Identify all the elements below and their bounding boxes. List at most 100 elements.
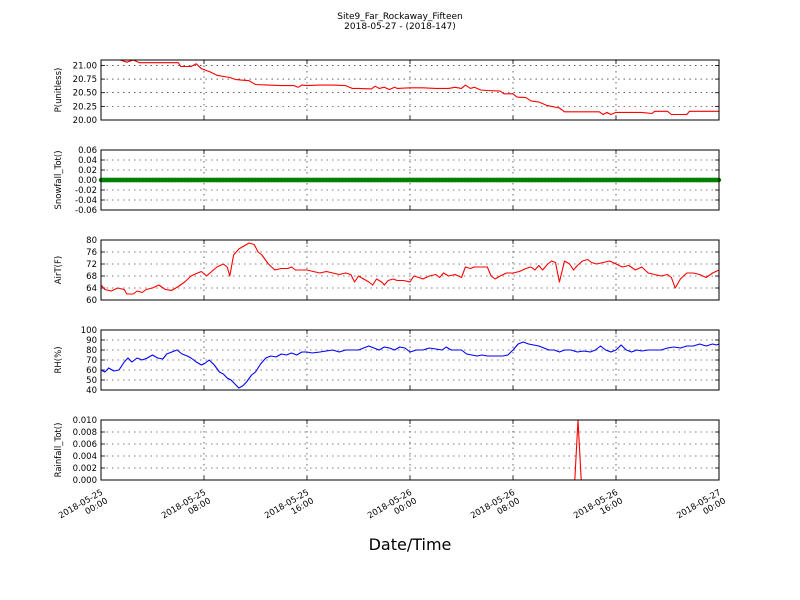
data-point: [185, 177, 191, 183]
data-point: [394, 177, 400, 183]
data-point: [195, 177, 200, 183]
data-point: [645, 177, 651, 183]
data-point: [423, 177, 429, 183]
data-point: [578, 177, 583, 183]
data-point: [681, 177, 686, 183]
data-point: [581, 177, 587, 183]
x-tick-label: 2018-05-2700:00: [675, 488, 728, 530]
data-point: [456, 177, 461, 183]
data-point: [639, 177, 644, 183]
y-tick-label: 80: [86, 346, 97, 356]
data-point: [565, 177, 570, 183]
y-tick-label: -0.02: [75, 186, 97, 196]
data-point: [353, 177, 358, 183]
data-point: [317, 177, 323, 183]
y-tick-label: 100: [81, 326, 97, 336]
data-point: [227, 177, 232, 183]
data-point: [594, 177, 599, 183]
data-point: [121, 177, 126, 183]
data-point: [385, 177, 390, 183]
data-point: [237, 177, 242, 183]
data-point: [617, 177, 622, 183]
data-point: [436, 177, 442, 183]
data-point: [262, 177, 268, 183]
data-point: [105, 177, 110, 183]
data-point: [214, 177, 220, 183]
y-tick-label: 60: [86, 366, 97, 376]
y-tick-label: 60: [86, 296, 97, 306]
data-point: [118, 177, 123, 183]
y-tick-label: 20.00: [73, 116, 97, 126]
data-point: [668, 177, 673, 183]
data-point: [488, 177, 493, 183]
y-axis-label: P(unitless): [54, 68, 64, 113]
series-line: [100, 341, 720, 389]
data-point: [124, 177, 129, 183]
data-point: [411, 177, 416, 183]
y-tick-label: 0.06: [78, 146, 97, 156]
x-tick-label: 2018-05-2600:00: [366, 488, 419, 530]
data-point: [446, 177, 451, 183]
data-point: [259, 177, 265, 183]
data-point: [327, 177, 332, 183]
data-point: [475, 177, 480, 183]
data-point: [288, 177, 294, 183]
data-point: [320, 177, 326, 183]
series-line: [100, 242, 720, 295]
data-point: [163, 177, 168, 183]
data-point: [221, 177, 226, 183]
y-tick-label: 0.000: [73, 476, 97, 486]
data-point: [388, 177, 393, 183]
data-point: [372, 177, 377, 183]
data-point: [217, 177, 223, 183]
x-tick-label: 2018-05-2616:00: [572, 488, 625, 530]
data-point: [147, 177, 152, 183]
data-point: [127, 177, 133, 183]
data-point: [462, 177, 467, 183]
y-tick-label: 40: [86, 386, 97, 396]
y-tick-label: 0.04: [78, 156, 97, 166]
data-point: [108, 177, 113, 183]
data-point: [523, 177, 529, 183]
data-point: [301, 177, 306, 183]
data-point: [233, 177, 239, 183]
data-point: [407, 177, 413, 183]
series-line: [101, 59, 719, 116]
data-point: [269, 177, 274, 183]
data-point: [591, 177, 596, 183]
data-point: [613, 177, 619, 183]
chart-title: Site9_Far_Rockaway_Fifteen: [337, 12, 463, 22]
axes-frame: [100, 419, 720, 481]
data-point: [102, 177, 107, 183]
subplot-2: -0.06-0.04-0.020.000.020.040.06 Snowfall_…: [54, 146, 722, 216]
data-point: [597, 177, 603, 183]
data-point: [279, 177, 284, 183]
data-point: [192, 177, 197, 183]
y-tick-label: 0.00: [78, 176, 97, 186]
data-point: [691, 177, 696, 183]
data-point: [620, 177, 625, 183]
data-point: [391, 177, 397, 183]
data-point: [378, 177, 384, 183]
data-point: [604, 177, 609, 183]
data-point: [137, 177, 142, 183]
data-point: [169, 177, 175, 183]
data-point: [150, 177, 155, 183]
data-point: [491, 177, 496, 183]
data-point: [571, 177, 577, 183]
data-point: [481, 177, 487, 183]
data-point: [674, 177, 680, 183]
data-point: [382, 177, 387, 183]
x-tick-label: 2018-05-2500:00: [57, 488, 110, 530]
data-point: [420, 177, 426, 183]
y-tick-label: 50: [86, 376, 97, 386]
y-tick-label: 20.25: [73, 102, 97, 112]
y-axis-label: Rainfall_Tot(): [54, 423, 64, 478]
data-point: [459, 177, 464, 183]
data-point: [365, 177, 371, 183]
y-tick-label: 80: [86, 236, 97, 246]
data-point: [559, 177, 564, 183]
data-point: [694, 177, 699, 183]
data-point: [449, 177, 455, 183]
